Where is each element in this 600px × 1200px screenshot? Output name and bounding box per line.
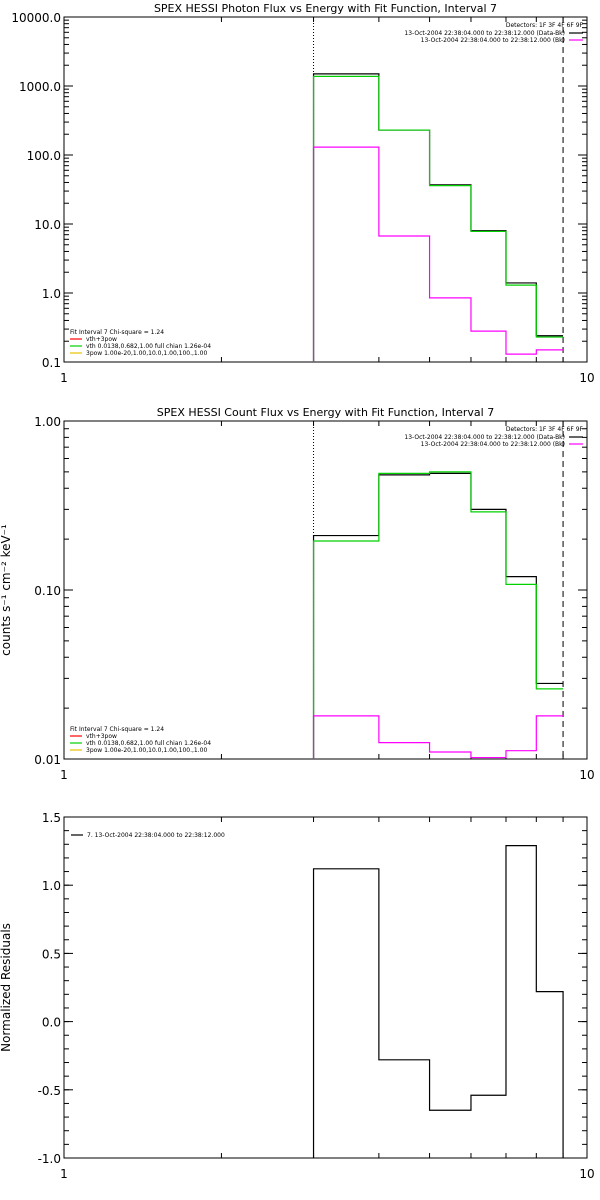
y-tick-label: 1.0 [42, 287, 61, 301]
histogram-series [312, 146, 564, 362]
y-axis-label: Normalized Residuals [0, 923, 13, 1052]
x-tick-label: 10 [579, 371, 594, 385]
plot-frame [63, 816, 588, 1159]
legend-entry: 13-Oct-2004 22:38:04.000 to 22:38:12.000… [421, 441, 565, 448]
plot-frame [63, 16, 588, 363]
x-tick-label: 10 [579, 768, 594, 782]
y-tick-label: 0.01 [34, 753, 61, 767]
y-tick-label: 1.00 [34, 415, 61, 429]
x-tick-label: 10 [579, 1167, 594, 1181]
chart-title: SPEX HESSI Photon Flux vs Energy with Fi… [154, 2, 497, 15]
legend-interval-entry: 7. 13-Oct-2004 22:38:04.000 to 22:38:12.… [87, 832, 225, 839]
y-tick-label: 0.1 [42, 356, 61, 370]
legend-fit-entry: vth+3pow [86, 336, 117, 343]
histogram-series [312, 845, 564, 1158]
legend-detectors: Detectors: 1F 3F 4F 6F 9F [506, 426, 584, 433]
plot-frame [63, 420, 588, 760]
x-tick-label: 1 [60, 768, 68, 782]
legend-detectors: Detectors: 1F 3F 4F 6F 9F [506, 22, 584, 29]
y-axis-label: counts s⁻¹ cm⁻² keV⁻¹ [0, 524, 13, 656]
legend-fit-header: Fit Interval 7 Chi-square = 1.24 [70, 329, 164, 336]
y-tick-label: 1000.0 [19, 80, 61, 94]
legend-fit-header: Fit Interval 7 Chi-square = 1.24 [70, 726, 164, 733]
x-tick-label: 1 [60, 1167, 68, 1181]
y-tick-label: 0.0 [42, 1016, 61, 1030]
y-tick-label: 1.5 [42, 811, 61, 825]
legend-fit-entry: 3pow 1.00e-20,1.00,10.0,1.00,100.,1.00 [86, 747, 207, 754]
y-tick-label: 1.0 [42, 879, 61, 893]
y-tick-label: -0.5 [38, 1084, 61, 1098]
histogram-series [312, 75, 564, 362]
legend-fit-entry: vth 0.0138,0.682,1.00 full chian 1.26e-0… [86, 343, 211, 350]
y-tick-label: 10000.0 [11, 11, 61, 25]
x-tick-label: 1 [60, 371, 68, 385]
y-tick-label: 100.0 [27, 149, 61, 163]
legend-fit-entry: vth 0.0138,0.682,1.00 full chian 1.26e-0… [86, 740, 211, 747]
legend-fit-entry: 3pow 1.00e-20,1.00,10.0,1.00,100.,1.00 [86, 350, 207, 357]
y-tick-label: 0.10 [34, 584, 61, 598]
histogram-series [312, 715, 564, 759]
legend-entry: 13-Oct-2004 22:38:04.000 to 22:38:12.000… [421, 37, 565, 44]
histogram-series [312, 471, 564, 759]
histogram-series [312, 73, 564, 362]
legend-entry: 13-Oct-2004 22:38:04.000 to 22:38:12.000… [404, 30, 565, 37]
y-tick-label: -1.0 [38, 1152, 61, 1166]
y-tick-label: 0.5 [42, 947, 61, 961]
chart-title: SPEX HESSI Count Flux vs Energy with Fit… [157, 406, 494, 419]
legend-fit-entry: vth+3pow [86, 733, 117, 740]
legend-entry: 13-Oct-2004 22:38:04.000 to 22:38:12.000… [404, 434, 565, 441]
y-tick-label: 10.0 [34, 218, 61, 232]
